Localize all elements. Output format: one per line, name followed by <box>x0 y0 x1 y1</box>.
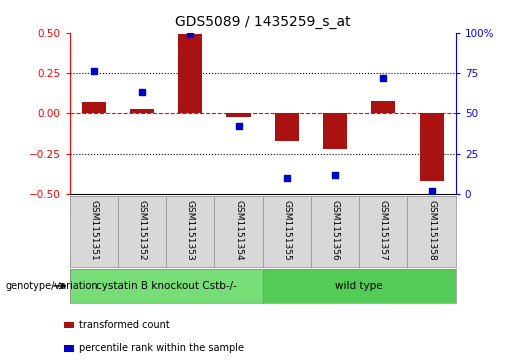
Text: GSM1151351: GSM1151351 <box>89 200 98 260</box>
Text: GSM1151354: GSM1151354 <box>234 200 243 260</box>
Bar <box>130 109 154 113</box>
Text: GSM1151355: GSM1151355 <box>282 200 291 260</box>
Text: GSM1151352: GSM1151352 <box>138 200 146 260</box>
Point <box>379 75 387 81</box>
Point <box>283 175 291 181</box>
Text: GSM1151358: GSM1151358 <box>427 200 436 260</box>
Text: genotype/variation: genotype/variation <box>5 281 98 291</box>
Bar <box>371 101 396 113</box>
Bar <box>420 113 444 181</box>
Bar <box>81 102 106 113</box>
Bar <box>178 34 202 113</box>
Text: cystatin B knockout Cstb-/-: cystatin B knockout Cstb-/- <box>96 281 236 291</box>
Point <box>427 188 436 194</box>
Bar <box>323 113 347 149</box>
Point <box>331 172 339 178</box>
Point <box>234 123 243 129</box>
Text: GSM1151357: GSM1151357 <box>379 200 388 260</box>
Text: GSM1151356: GSM1151356 <box>331 200 339 260</box>
Text: percentile rank within the sample: percentile rank within the sample <box>79 343 244 354</box>
Bar <box>274 113 299 141</box>
Text: wild type: wild type <box>335 281 383 291</box>
Text: transformed count: transformed count <box>79 320 169 330</box>
Point <box>90 69 98 74</box>
Bar <box>227 113 251 117</box>
Point <box>186 31 194 37</box>
Title: GDS5089 / 1435259_s_at: GDS5089 / 1435259_s_at <box>175 15 351 29</box>
Text: GSM1151353: GSM1151353 <box>186 200 195 260</box>
Point <box>138 90 146 95</box>
